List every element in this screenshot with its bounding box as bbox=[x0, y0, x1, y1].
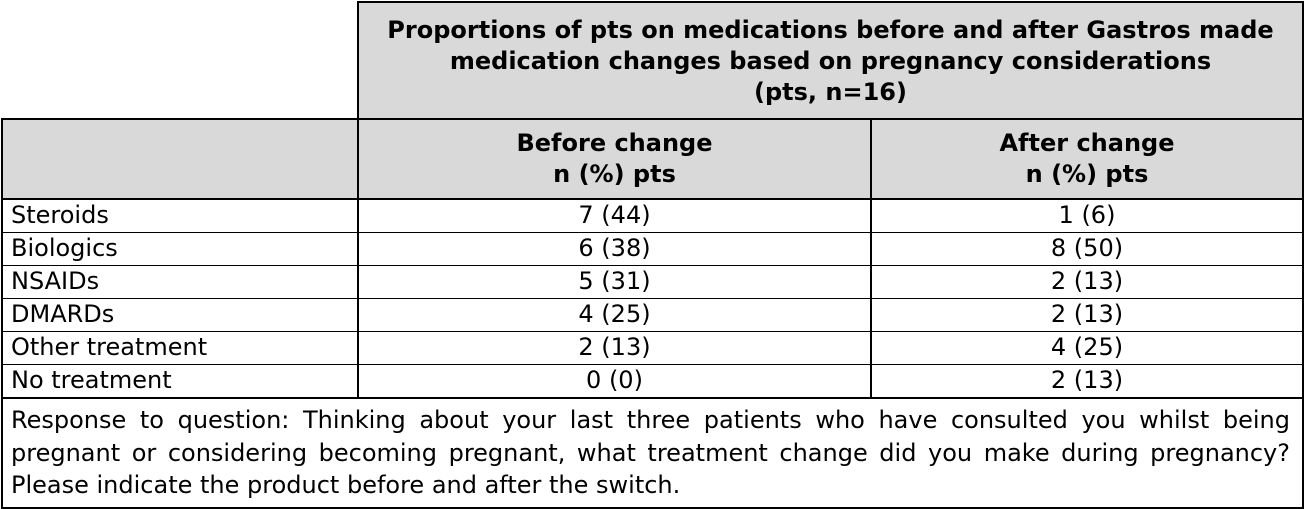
row-label-header bbox=[1, 118, 359, 200]
row-label: Other treatment bbox=[1, 331, 359, 365]
table-title-line-1: Proportions of pts on medications before… bbox=[387, 15, 1274, 44]
row-label: No treatment bbox=[1, 364, 359, 399]
before-value: 6 (38) bbox=[357, 232, 872, 266]
column-header-after-line-2: n (%) pts bbox=[1025, 160, 1149, 188]
after-value: 2 (13) bbox=[870, 364, 1304, 399]
row-label: Biologics bbox=[1, 232, 359, 266]
title-row: Proportions of pts on medications before… bbox=[2, 1, 1304, 120]
table-row: Other treatment 2 (13) 4 (25) bbox=[1, 331, 1304, 365]
after-value: 1 (6) bbox=[870, 198, 1304, 233]
row-label: Steroids bbox=[1, 198, 359, 233]
table-title-line-2: medication changes based on pregnancy co… bbox=[449, 46, 1212, 75]
column-header-after: After change n (%) pts bbox=[870, 118, 1304, 200]
table-title: Proportions of pts on medications before… bbox=[357, 1, 1304, 120]
footnote: Response to question: Thinking about you… bbox=[1, 397, 1304, 509]
blank-corner-cell bbox=[2, 2, 359, 120]
table-row: DMARDs 4 (25) 2 (13) bbox=[1, 298, 1304, 332]
after-value: 8 (50) bbox=[870, 232, 1304, 266]
table-title-line-3: (pts, n=16) bbox=[754, 78, 907, 107]
footnote-row: Response to question: Thinking about you… bbox=[1, 397, 1304, 509]
column-header-before-line-2: n (%) pts bbox=[553, 160, 676, 188]
table-row: Steroids 7 (44) 1 (6) bbox=[1, 198, 1304, 233]
column-header-row: Before change n (%) pts After change n (… bbox=[1, 118, 1304, 200]
column-header-before-line-1: Before change bbox=[516, 128, 713, 157]
table-row: Biologics 6 (38) 8 (50) bbox=[1, 232, 1304, 266]
table-row: No treatment 0 (0) 2 (13) bbox=[1, 364, 1304, 399]
after-value: 2 (13) bbox=[870, 265, 1304, 299]
before-value: 7 (44) bbox=[357, 198, 872, 233]
after-value: 4 (25) bbox=[870, 331, 1304, 365]
row-label: DMARDs bbox=[1, 298, 359, 332]
before-value: 2 (13) bbox=[357, 331, 872, 365]
before-value: 4 (25) bbox=[357, 298, 872, 332]
row-label: NSAIDs bbox=[1, 265, 359, 299]
table-row: NSAIDs 5 (31) 2 (13) bbox=[1, 265, 1304, 299]
before-value: 0 (0) bbox=[357, 364, 872, 399]
after-value: 2 (13) bbox=[870, 298, 1304, 332]
column-header-after-line-1: After change bbox=[999, 128, 1175, 157]
column-header-before: Before change n (%) pts bbox=[357, 118, 872, 200]
before-value: 5 (31) bbox=[357, 265, 872, 299]
